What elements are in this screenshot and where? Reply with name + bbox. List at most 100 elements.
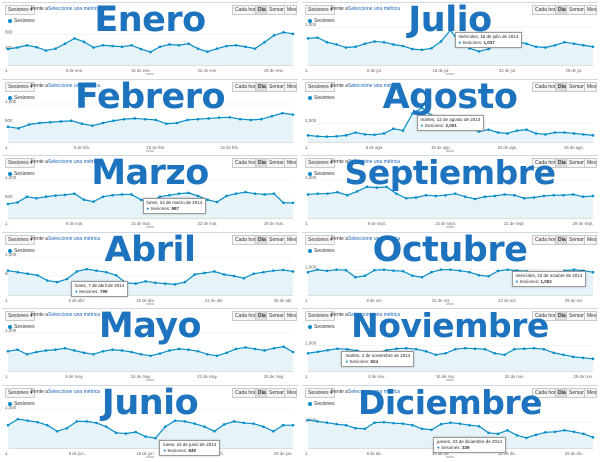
metric-dropdown[interactable]: Sesiones ▾	[305, 311, 336, 321]
data-point[interactable]	[404, 346, 408, 350]
data-point[interactable]	[487, 274, 490, 278]
data-point[interactable]	[458, 421, 462, 425]
data-point[interactable]	[168, 349, 171, 352]
data-point[interactable]	[515, 268, 519, 272]
select-metric-link[interactable]: Seleccione una métrica	[348, 82, 400, 89]
data-point[interactable]	[38, 121, 41, 124]
data-point[interactable]	[542, 347, 546, 351]
data-point[interactable]	[306, 193, 310, 196]
data-point[interactable]	[382, 420, 386, 423]
data-point[interactable]	[6, 423, 10, 426]
data-point[interactable]	[193, 421, 197, 425]
data-point[interactable]	[158, 352, 162, 355]
data-point[interactable]	[149, 354, 152, 358]
data-point[interactable]	[173, 282, 177, 286]
data-point[interactable]	[363, 42, 367, 46]
data-point[interactable]	[591, 133, 595, 137]
data-point[interactable]	[434, 194, 438, 198]
data-point[interactable]	[242, 421, 246, 424]
data-point[interactable]	[244, 190, 247, 194]
data-point[interactable]	[26, 418, 29, 422]
data-point[interactable]	[206, 352, 209, 356]
data-point[interactable]	[262, 270, 265, 273]
data-point[interactable]	[316, 36, 319, 39]
data-point[interactable]	[532, 196, 536, 199]
period-button-month[interactable]: Mes	[284, 5, 297, 15]
data-point[interactable]	[244, 346, 247, 349]
data-point[interactable]	[316, 192, 320, 195]
data-point[interactable]	[316, 350, 320, 354]
data-point[interactable]	[444, 351, 447, 355]
data-point[interactable]	[120, 193, 124, 196]
data-point[interactable]	[463, 346, 467, 350]
data-point[interactable]	[306, 133, 310, 137]
data-point[interactable]	[382, 267, 386, 271]
data-point[interactable]	[134, 281, 138, 285]
data-point[interactable]	[454, 347, 457, 351]
data-point[interactable]	[487, 47, 490, 51]
data-point[interactable]	[6, 47, 10, 51]
data-point[interactable]	[468, 423, 471, 426]
metric-dropdown[interactable]: Sesiones ▾	[5, 234, 36, 245]
data-point[interactable]	[225, 194, 228, 198]
data-point[interactable]	[306, 418, 310, 421]
data-point[interactable]	[207, 116, 210, 120]
data-point[interactable]	[414, 196, 418, 199]
data-point[interactable]	[522, 347, 526, 351]
data-point[interactable]	[111, 348, 114, 352]
data-point[interactable]	[392, 126, 395, 130]
range-scrubber[interactable]	[146, 149, 154, 152]
data-point[interactable]	[163, 424, 167, 428]
data-point[interactable]	[272, 346, 276, 350]
data-point[interactable]	[382, 40, 386, 44]
data-point[interactable]	[196, 194, 200, 198]
data-point[interactable]	[101, 121, 105, 124]
select-metric-link[interactable]: Seleccione una métrica	[48, 312, 100, 318]
data-point[interactable]	[306, 351, 310, 355]
data-point[interactable]	[27, 122, 31, 126]
data-point[interactable]	[104, 424, 108, 428]
data-point[interactable]	[85, 419, 88, 423]
data-point[interactable]	[365, 185, 369, 189]
data-point[interactable]	[260, 117, 263, 120]
select-metric-link[interactable]: Seleccione una métrica	[48, 159, 100, 165]
data-point[interactable]	[263, 349, 266, 352]
data-point[interactable]	[196, 349, 200, 353]
metric-dropdown[interactable]: Sesiones ▾	[5, 81, 36, 92]
data-point[interactable]	[35, 350, 38, 354]
period-button-month[interactable]: Mes	[584, 158, 597, 168]
range-scrubber[interactable]	[146, 379, 154, 381]
data-point[interactable]	[158, 195, 162, 199]
data-point[interactable]	[282, 31, 285, 34]
data-point[interactable]	[411, 423, 414, 426]
data-point[interactable]	[82, 40, 86, 44]
data-point[interactable]	[253, 347, 257, 351]
data-point[interactable]	[439, 267, 443, 271]
data-point[interactable]	[114, 273, 118, 277]
data-point[interactable]	[48, 120, 52, 124]
data-point[interactable]	[234, 43, 238, 47]
data-point[interactable]	[335, 267, 338, 271]
data-point[interactable]	[493, 351, 497, 355]
data-point[interactable]	[6, 268, 10, 272]
data-point[interactable]	[325, 134, 329, 138]
data-point[interactable]	[542, 194, 546, 198]
data-point[interactable]	[36, 420, 39, 423]
data-point[interactable]	[562, 353, 565, 357]
data-point[interactable]	[130, 193, 133, 196]
data-point[interactable]	[59, 119, 63, 123]
data-point[interactable]	[513, 193, 516, 197]
data-point[interactable]	[177, 347, 181, 351]
metric-dropdown[interactable]: Sesiones ▾	[305, 5, 336, 15]
select-metric-link[interactable]: Seleccione una métrica	[48, 6, 100, 12]
metric-dropdown[interactable]: Sesiones ▾	[305, 81, 336, 92]
range-scrubber[interactable]	[446, 149, 454, 152]
data-point[interactable]	[215, 354, 219, 358]
data-point[interactable]	[225, 351, 228, 355]
data-point[interactable]	[139, 198, 143, 202]
data-point[interactable]	[591, 357, 595, 361]
data-point[interactable]	[395, 347, 398, 351]
data-point[interactable]	[582, 268, 585, 272]
select-metric-link[interactable]: Seleccione una métrica	[348, 388, 400, 395]
data-point[interactable]	[326, 348, 329, 352]
